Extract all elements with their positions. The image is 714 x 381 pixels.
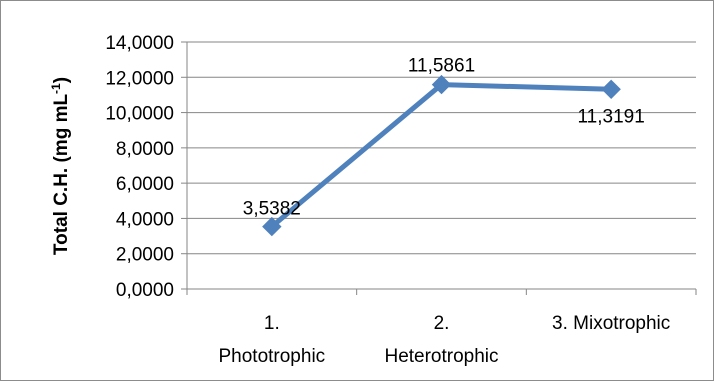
data-label: 3,5382 <box>243 199 301 220</box>
y-axis-title-suffix: ) <box>51 77 72 83</box>
y-tick-label: 12,0000 <box>105 68 174 89</box>
series-line <box>270 82 612 229</box>
data-labels: 3,5382 11,5861 11,3191 <box>243 56 645 220</box>
x-tick-label: 2. Heterotrophic <box>384 313 498 367</box>
x-tick-label-line: 3. Mixotrophic <box>552 313 670 334</box>
y-tick-label: 14,0000 <box>105 33 174 54</box>
x-tick-label-line: Phototrophic <box>218 346 325 367</box>
y-axis-title-main: Total C.H. (mg mL <box>51 94 72 256</box>
data-label: 11,3191 <box>578 106 645 127</box>
y-axis-title: Total C.H. (mg mL-1) <box>49 77 72 255</box>
x-tick-label-line: 2. <box>434 313 450 334</box>
x-tick-label: 3. Mixotrophic <box>552 313 670 334</box>
data-point-marker <box>601 79 621 100</box>
y-tick-labels: 0,0000 2,0000 4,0000 6,0000 8,0000 10,0000 12,… <box>105 33 174 301</box>
x-tick-labels: 1. Phototrophic 2. Heterotrophic 3. Mixotrop… <box>218 313 670 367</box>
data-point-marker <box>431 74 452 95</box>
data-point-marker <box>262 216 282 237</box>
data-label: 11,5861 <box>408 56 475 77</box>
x-tick-label-line: Heterotrophic <box>384 346 498 367</box>
series <box>262 74 621 237</box>
y-tick-label: 2,0000 <box>116 245 174 266</box>
y-tick-label: 4,0000 <box>116 209 174 230</box>
axes <box>181 41 697 295</box>
y-axis-title-superscript: -1 <box>49 83 63 94</box>
y-tick-label: 10,0000 <box>105 104 174 125</box>
y-tick-label: 0,0000 <box>116 280 174 301</box>
y-tick-label: 8,0000 <box>116 139 174 160</box>
x-tick-label: 1. Phototrophic <box>218 313 325 367</box>
x-tick-label-line: 1. <box>264 313 280 334</box>
y-tick-label: 6,0000 <box>116 174 174 195</box>
